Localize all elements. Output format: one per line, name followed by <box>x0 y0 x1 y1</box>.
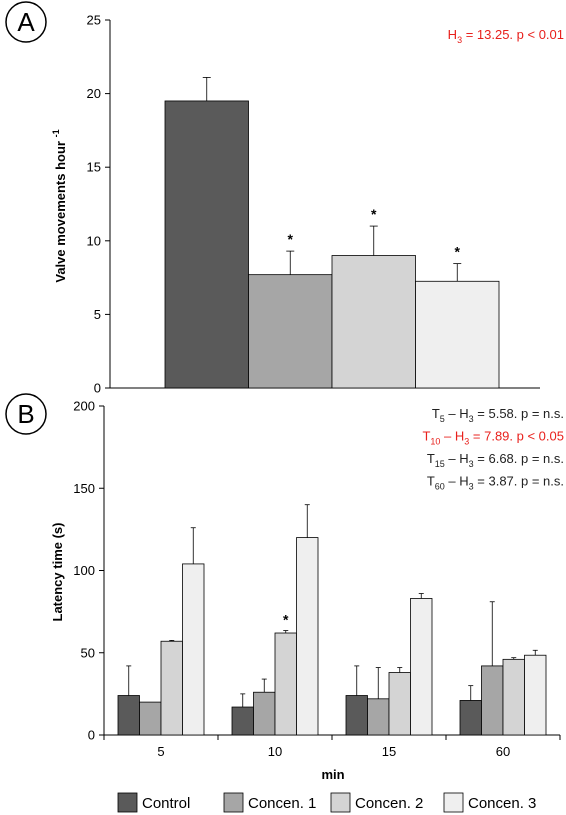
legend-swatch <box>330 792 351 813</box>
y-tick-label: 10 <box>87 233 101 248</box>
legend: Control Concen. 1 Concen. 2 Concen. 3 <box>117 792 536 813</box>
y-tick-label: 200 <box>73 399 95 414</box>
bar <box>481 665 504 736</box>
bar <box>182 563 205 736</box>
x-tick-label: 15 <box>382 744 396 759</box>
panel-b-badge <box>5 393 47 435</box>
bar <box>345 695 368 736</box>
panel-b-x-axis-label: min <box>321 767 344 782</box>
stat-annotation: T10 – H3 = 7.89. p < 0.05 <box>422 429 564 447</box>
panel-a: A 0 5 10 15 20 25 * * * H3 = 13.25. p < 0.01 Va… <box>5 1 564 396</box>
bar <box>388 672 411 736</box>
x-tick-label: 10 <box>268 744 282 759</box>
bar <box>502 658 525 736</box>
legend-label: Concen. 1 <box>248 795 316 812</box>
significance-mark: * <box>371 206 377 222</box>
panel-b: B 0 50 100 150 200 5 10 15 60 * T5 – H3 = 5.58. … <box>5 393 564 782</box>
x-tick-label: 60 <box>496 744 510 759</box>
bar <box>164 100 249 389</box>
y-tick-label: 0 <box>88 728 95 743</box>
bar <box>524 654 547 736</box>
panel-b-y-axis-label: Latency time (s) <box>50 523 65 622</box>
legend-swatch <box>117 792 138 813</box>
y-tick-label: 15 <box>87 160 101 175</box>
significance-mark: * <box>288 231 294 247</box>
legend-swatch <box>443 792 464 813</box>
legend-swatch <box>223 792 244 813</box>
panel-a-letter: A <box>17 7 35 37</box>
panel-b-bars: * <box>117 504 547 736</box>
legend-label: Control <box>142 795 190 812</box>
significance-mark: * <box>283 612 289 628</box>
x-tick-label: 5 <box>157 744 164 759</box>
bar <box>367 698 390 736</box>
y-tick-label: 50 <box>81 645 95 660</box>
panel-b-annotations: T5 – H3 = 5.58. p = n.s. T10 – H3 = 7.89.… <box>422 406 564 492</box>
stat-annotation: T60 – H3 = 3.87. p = n.s. <box>427 474 564 492</box>
bar <box>160 640 183 736</box>
bar <box>231 706 254 736</box>
bar <box>331 255 416 389</box>
significance-mark: * <box>455 244 461 260</box>
bar <box>139 701 162 736</box>
bar <box>253 691 276 736</box>
stat-annotation: T5 – H3 = 5.58. p = n.s. <box>432 406 564 424</box>
bar <box>415 280 500 389</box>
panel-a-bars: * * * <box>164 77 500 389</box>
panel-b-letter: B <box>17 399 34 429</box>
bar <box>296 537 319 736</box>
y-tick-label: 100 <box>73 563 95 578</box>
bar <box>117 695 140 736</box>
y-tick-label: 150 <box>73 481 95 496</box>
stat-annotation: T15 – H3 = 6.68. p = n.s. <box>427 451 564 469</box>
y-tick-label: 20 <box>87 86 101 101</box>
bar <box>459 700 482 736</box>
panel-a-badge <box>5 1 47 43</box>
bar <box>410 598 433 736</box>
legend-label: Concen. 2 <box>355 795 423 812</box>
legend-label: Concen. 3 <box>468 795 536 812</box>
panel-a-y-axis-label: Valve movements hour -1 <box>51 129 68 282</box>
panel-a-annotation: H3 = 13.25. p < 0.01 <box>448 27 564 45</box>
bar <box>274 632 297 736</box>
y-tick-label: 5 <box>94 307 101 322</box>
bar <box>248 274 333 389</box>
y-tick-label: 25 <box>87 13 101 28</box>
y-tick-label: 0 <box>94 381 101 396</box>
